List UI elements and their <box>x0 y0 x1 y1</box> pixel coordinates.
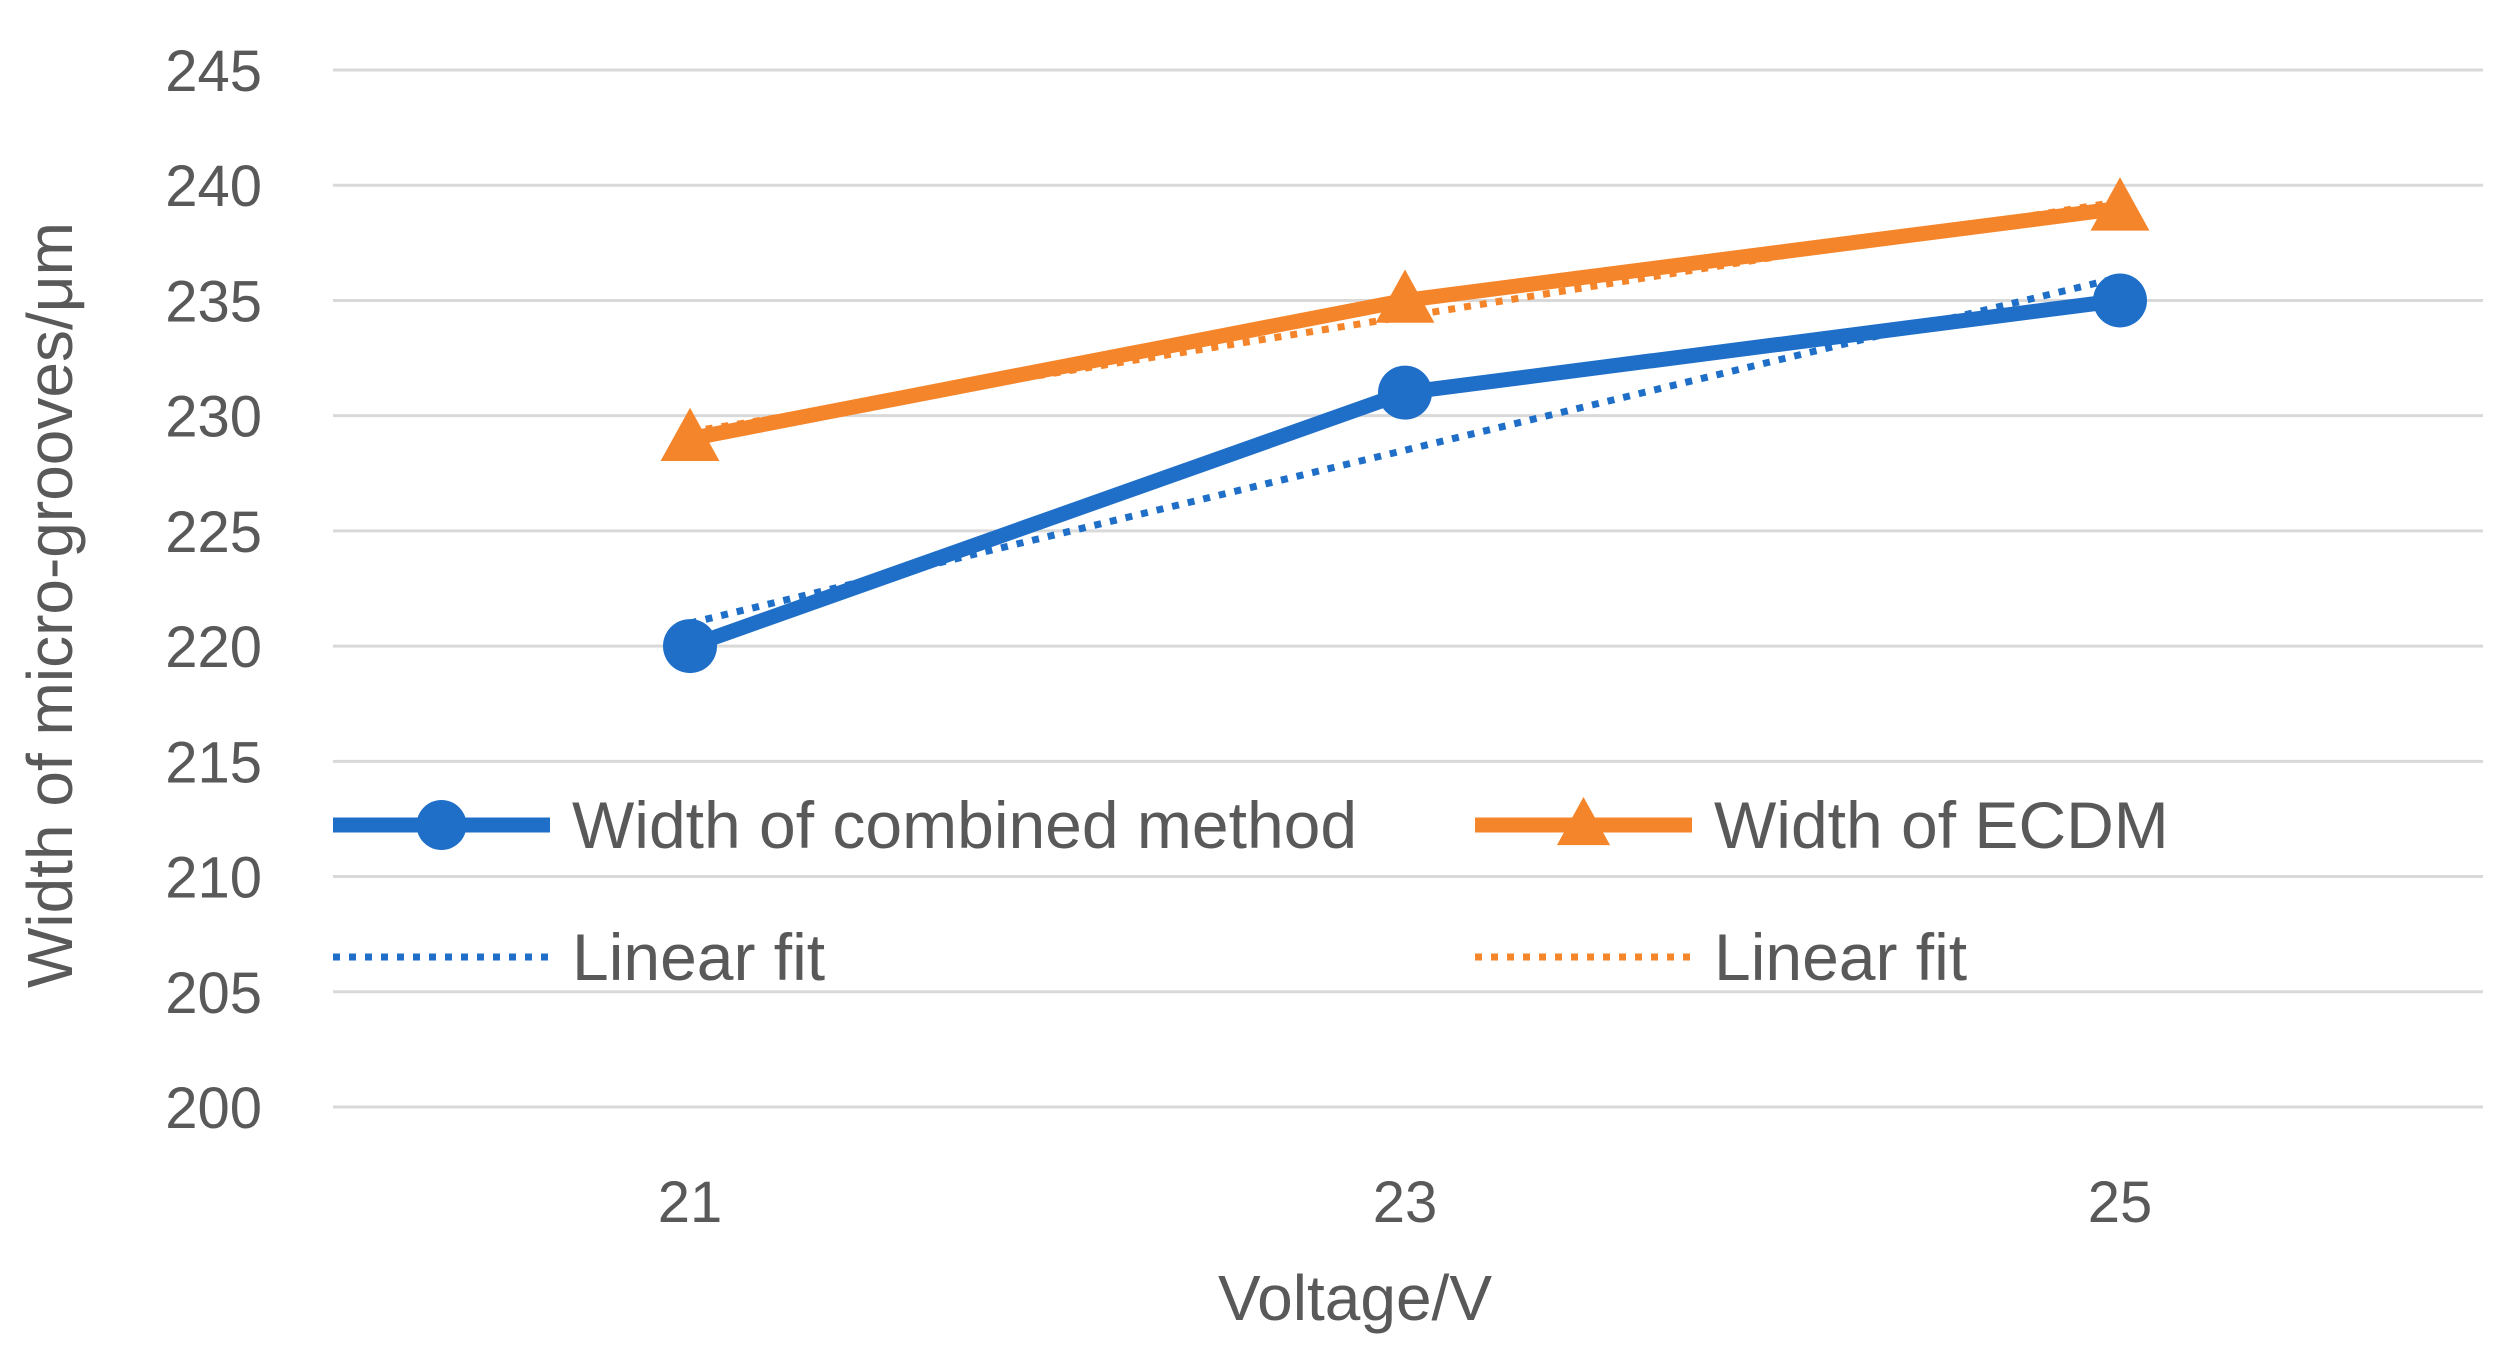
y-tick-label-245: 245 <box>165 39 262 104</box>
y-tick-label-230: 230 <box>165 385 262 450</box>
legend-item-3: Linear fit <box>1475 920 1967 994</box>
legend-marker-1 <box>1556 797 1611 846</box>
x-tick-label-25: 25 <box>2088 1170 2153 1235</box>
series-1-point-1 <box>1375 269 1435 323</box>
legend-marker-0 <box>416 800 467 850</box>
legend-label-3: Linear fit <box>1714 920 1967 994</box>
y-tick-label-200: 200 <box>165 1076 262 1141</box>
legend-item-2: Linear fit <box>333 920 825 994</box>
series-0-line <box>682 292 2128 654</box>
series-0-point-1 <box>1378 365 1432 420</box>
series-1-point-0 <box>660 407 720 462</box>
x-tick-label-23: 23 <box>1373 1170 1438 1235</box>
series-layer <box>660 177 2150 674</box>
y-axis-title: Width of micro-grooves/μm <box>14 222 86 988</box>
legend-label-0: Width of combined method <box>572 788 1357 862</box>
y-tick-label-205: 205 <box>165 961 262 1026</box>
series-0-point-0 <box>663 619 717 674</box>
y-tick-label-235: 235 <box>165 269 262 334</box>
y-axis-ticks: 200 205 210 215 220 225 230 235 240 245 <box>165 39 262 1141</box>
x-axis-ticks: 21 23 25 <box>658 1170 2153 1235</box>
legend-item-0: Width of combined method <box>333 788 1357 862</box>
y-tick-label-220: 220 <box>165 615 262 680</box>
y-tick-label-210: 210 <box>165 846 262 911</box>
legend-label-2: Linear fit <box>572 920 825 994</box>
y-tick-label-240: 240 <box>165 154 262 219</box>
legend-label-1: Width of ECDM <box>1714 788 2169 862</box>
legend-item-1: Width of ECDM <box>1475 788 2169 862</box>
x-axis-title: Voltage/V <box>1218 1262 1492 1334</box>
x-tick-label-21: 21 <box>658 1170 723 1235</box>
series-0-point-2 <box>2093 273 2147 328</box>
legend: Width of combined method Width of ECDM Lin… <box>333 788 2169 994</box>
y-tick-label-215: 215 <box>165 730 262 795</box>
y-tick-label-225: 225 <box>165 500 262 565</box>
series-1-point-2 <box>2090 177 2150 231</box>
